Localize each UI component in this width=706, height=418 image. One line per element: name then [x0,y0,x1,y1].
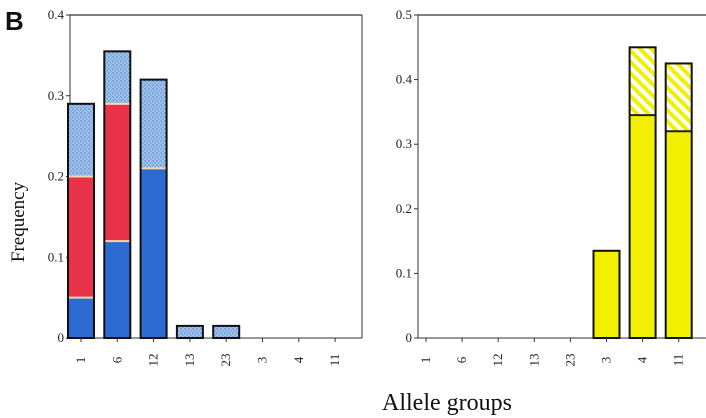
bar-segment [213,325,240,338]
x-tick-label: 11 [671,354,686,367]
bar-segment [665,63,692,132]
chart-left: 0 0.1 0.2 0.3 0.4 1 6 12 13 23 3 4 11 [48,7,363,367]
x-axis-title: Allele groups [382,390,512,416]
bar-segment [665,131,692,338]
bar-segment [68,103,94,177]
bar-segment [104,103,131,242]
y-tick-label: 0.1 [48,249,64,264]
y-tick-label: 0 [406,330,413,345]
x-tick-label: 13 [182,354,197,367]
y-tick-label: 0.1 [396,265,412,280]
bar-segment [629,47,656,116]
bar-segment [629,115,656,338]
bar-segment [140,168,167,338]
bar-segment [593,250,620,338]
y-tick-label: 0.2 [48,169,64,184]
bar-segment [104,241,131,338]
x-tick-label: 1 [73,357,88,364]
x-tick-label: 6 [454,356,469,363]
x-tick-label: 12 [490,354,505,367]
bar-segment [68,297,94,338]
y-tick-label: 0.4 [48,7,65,22]
x-tick-label: 12 [146,354,161,367]
y-tick-label: 0.4 [396,72,413,87]
panel-label: B [5,6,24,36]
x-tick-label: 6 [109,356,124,363]
x-tick-label: 23 [218,354,233,367]
bar-segment [104,51,131,104]
x-tick-label: 23 [562,354,577,367]
x-tick-label: 13 [526,354,541,367]
bar-segment [68,176,94,298]
x-tick-label: 4 [291,356,306,363]
x-tick-label: 3 [255,357,270,364]
y-tick-label: 0.3 [48,88,64,103]
y-tick-label: 0.5 [396,7,412,22]
bar-segment [140,79,167,169]
x-tick-label: 3 [599,357,614,364]
y-axis-title: Frequency [8,181,29,262]
y-tick-label: 0.2 [396,201,412,216]
y-tick-label: 0.3 [396,136,412,151]
chart-right: 0 0.1 0.2 0.3 0.4 0.5 1 6 12 13 23 3 4 11 [396,7,706,367]
x-tick-label: 11 [327,354,342,367]
x-tick-label: 1 [418,357,433,364]
bar-segment [176,325,203,338]
y-tick-label: 0 [58,330,65,345]
x-tick-label: 4 [635,356,650,363]
